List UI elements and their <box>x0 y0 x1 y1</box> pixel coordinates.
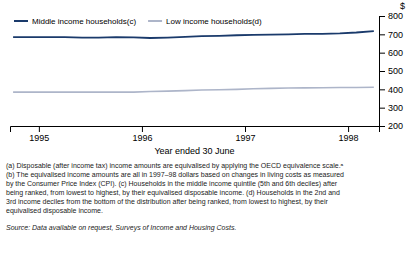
footnote: (a) Disposable (after income tax) income… <box>6 162 344 170</box>
y-axis: 200 300 400 500 600 700 800 <box>379 11 403 131</box>
x-tick-mark <box>39 126 40 132</box>
x-axis-title: Year ended 30 June <box>154 146 234 156</box>
y-tick-mark <box>379 16 385 17</box>
x-tick: 1997 <box>235 126 255 143</box>
series-line <box>13 31 374 38</box>
y-tick-label: 700 <box>388 30 403 40</box>
lines <box>13 31 374 92</box>
y-tick: 700 <box>379 30 403 40</box>
legend: Middle income households(c) Low income ho… <box>14 17 262 26</box>
y-tick-label: 500 <box>388 66 403 76</box>
x-tick-label: 1997 <box>235 133 255 143</box>
footnote: (b) The equivalised income amounts are a… <box>6 171 344 179</box>
legend-swatch <box>148 20 162 22</box>
source: Source: Data available on request, Surve… <box>6 224 236 232</box>
x-tick: 1996 <box>132 126 152 143</box>
y-tick-mark <box>379 71 385 72</box>
x-tick-mark <box>245 126 246 132</box>
y-tick: 800 <box>379 11 403 21</box>
legend-item: Low income households(d) <box>148 17 262 26</box>
y-tick: 500 <box>379 66 403 76</box>
x-tick-mark <box>142 126 143 132</box>
footnote: equivalised disposable income. <box>6 207 103 215</box>
y-tick-mark <box>379 126 385 127</box>
y-tick: 300 <box>379 103 403 113</box>
legend-swatch <box>14 20 28 22</box>
x-tick-mark <box>348 126 349 132</box>
y-tick-mark <box>379 53 385 54</box>
x-axis-line <box>11 127 380 133</box>
legend-item: Middle income households(c) <box>14 17 136 26</box>
x-axis: 1995 1996 1997 1998 <box>11 126 380 143</box>
chart: 1995 1996 1997 1998 200 300 400 500 600 700 800$ Ye… <box>0 0 411 277</box>
footnote: 3rd income deciles from the bottom of th… <box>6 198 328 206</box>
y-tick-label: 300 <box>388 103 403 113</box>
y-tick: 200 <box>379 121 403 131</box>
footnote: being ranked, from lowest to highest, by… <box>6 189 340 197</box>
series-line <box>13 87 374 92</box>
legend-label: Low income households(d) <box>166 17 262 26</box>
y-axis-title: $ <box>400 1 405 11</box>
x-tick: 1998 <box>339 126 359 143</box>
y-tick-mark <box>379 89 385 90</box>
y-tick: 600 <box>379 48 403 58</box>
legend-label: Middle income households(c) <box>32 17 136 26</box>
footnotes: (a) Disposable (after income tax) income… <box>6 162 344 232</box>
y-tick-mark <box>379 108 385 109</box>
x-tick-label: 1995 <box>29 133 49 143</box>
x-tick-label: 1996 <box>132 133 152 143</box>
x-tick: 1995 <box>29 126 49 143</box>
y-tick-mark <box>379 34 385 35</box>
y-tick: 400 <box>379 85 403 95</box>
y-tick-label: 800 <box>388 11 403 21</box>
y-axis-line <box>380 17 386 127</box>
footnote: by the Consumer Price Index (CPI). (c) H… <box>6 180 338 188</box>
y-tick-label: 600 <box>388 48 403 58</box>
x-tick-label: 1998 <box>339 133 359 143</box>
y-tick-label: 200 <box>388 121 403 131</box>
y-tick-label: 400 <box>388 85 403 95</box>
